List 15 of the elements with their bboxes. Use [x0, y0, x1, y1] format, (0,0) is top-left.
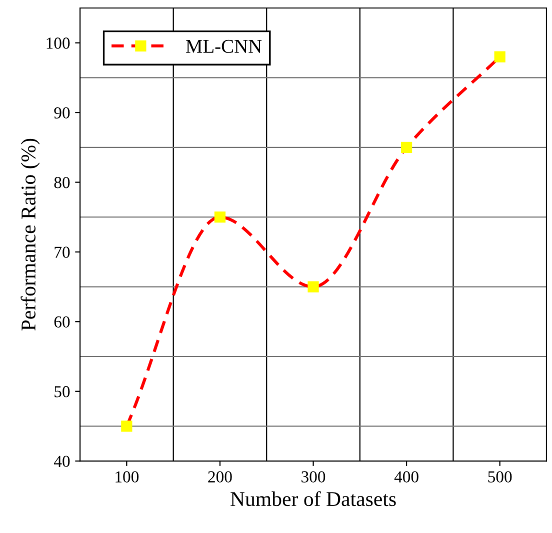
- y-tick-label: 60: [54, 316, 70, 328]
- x-tick-label: 100: [116, 471, 139, 482]
- x-tick-label: 300: [302, 471, 326, 482]
- x-axis-title: Number of Datasets: [230, 491, 396, 506]
- x-tick-label: 400: [394, 471, 418, 482]
- y-axis-title: Performance Ratio (%): [20, 138, 40, 331]
- x-tick-label: 500: [488, 471, 512, 482]
- y-tick-label: 80: [54, 176, 70, 188]
- y-tick-label: 100: [46, 38, 70, 49]
- y-tick-label: 40: [54, 456, 70, 467]
- x-tick-label: 200: [208, 471, 232, 482]
- y-tick-label: 70: [54, 246, 70, 258]
- legend-label: ML-CNN: [186, 40, 262, 53]
- y-tick-label: 90: [54, 107, 70, 118]
- y-tick-label: 50: [54, 386, 70, 398]
